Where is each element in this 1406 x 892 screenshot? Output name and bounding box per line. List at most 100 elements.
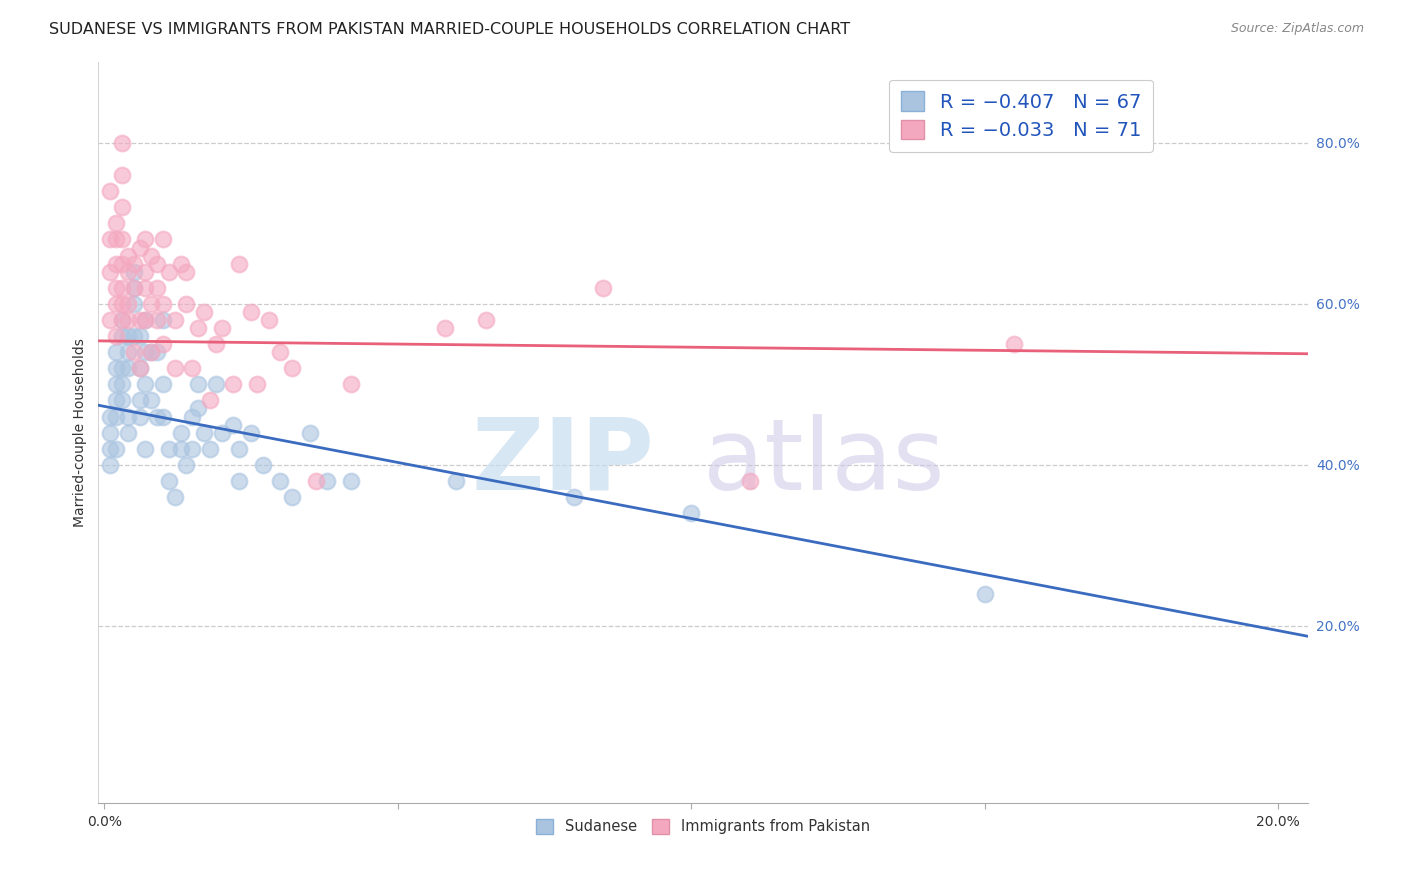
Point xyxy=(738,474,761,488)
Point xyxy=(117,329,139,343)
Point xyxy=(111,200,134,214)
Point xyxy=(105,329,128,343)
Point xyxy=(157,265,180,279)
Point xyxy=(134,345,156,359)
Point xyxy=(105,409,128,424)
Point xyxy=(122,265,145,279)
Point xyxy=(204,377,226,392)
Point xyxy=(105,216,128,230)
Point xyxy=(128,409,150,424)
Point xyxy=(257,313,280,327)
Point xyxy=(152,377,174,392)
Point xyxy=(111,313,134,327)
Point xyxy=(204,337,226,351)
Point xyxy=(111,361,134,376)
Point xyxy=(105,232,128,246)
Point xyxy=(198,442,221,456)
Point xyxy=(146,313,169,327)
Point xyxy=(228,474,250,488)
Point xyxy=(176,458,198,472)
Point xyxy=(134,377,156,392)
Point xyxy=(193,305,215,319)
Point xyxy=(152,313,174,327)
Text: SUDANESE VS IMMIGRANTS FROM PAKISTAN MARRIED-COUPLE HOUSEHOLDS CORRELATION CHART: SUDANESE VS IMMIGRANTS FROM PAKISTAN MAR… xyxy=(49,22,851,37)
Point xyxy=(187,401,209,416)
Point xyxy=(105,393,128,408)
Point xyxy=(141,393,163,408)
Point xyxy=(222,377,245,392)
Point xyxy=(98,458,121,472)
Point xyxy=(316,474,339,488)
Point xyxy=(128,240,150,254)
Point xyxy=(134,313,156,327)
Point xyxy=(433,321,456,335)
Point xyxy=(198,393,221,408)
Point xyxy=(117,249,139,263)
Point xyxy=(340,377,363,392)
Point xyxy=(187,377,209,392)
Point xyxy=(152,337,174,351)
Point xyxy=(157,442,180,456)
Point xyxy=(246,377,269,392)
Point xyxy=(105,257,128,271)
Point xyxy=(146,409,169,424)
Point xyxy=(973,586,995,600)
Point xyxy=(98,442,121,456)
Y-axis label: Married-couple Households: Married-couple Households xyxy=(73,338,87,527)
Point xyxy=(592,281,614,295)
Point xyxy=(141,249,163,263)
Point xyxy=(122,329,145,343)
Point xyxy=(269,474,291,488)
Point xyxy=(176,265,198,279)
Point xyxy=(222,417,245,432)
Point xyxy=(122,281,145,295)
Text: ZIP: ZIP xyxy=(472,414,655,511)
Point xyxy=(228,442,250,456)
Point xyxy=(1002,337,1025,351)
Point xyxy=(134,313,156,327)
Text: atlas: atlas xyxy=(703,414,945,511)
Point xyxy=(163,490,186,504)
Point xyxy=(117,265,139,279)
Point xyxy=(446,474,468,488)
Point xyxy=(111,257,134,271)
Point xyxy=(146,345,169,359)
Point xyxy=(128,393,150,408)
Point xyxy=(128,329,150,343)
Point xyxy=(475,313,498,327)
Point xyxy=(152,409,174,424)
Point xyxy=(134,442,156,456)
Point xyxy=(122,257,145,271)
Point xyxy=(122,281,145,295)
Point xyxy=(117,409,139,424)
Point xyxy=(169,425,191,440)
Point xyxy=(98,313,121,327)
Point xyxy=(340,474,363,488)
Point xyxy=(122,297,145,311)
Point xyxy=(117,425,139,440)
Point xyxy=(304,474,326,488)
Point xyxy=(111,313,134,327)
Point xyxy=(163,313,186,327)
Point xyxy=(228,257,250,271)
Point xyxy=(193,425,215,440)
Point xyxy=(105,345,128,359)
Point xyxy=(146,257,169,271)
Point xyxy=(117,361,139,376)
Point xyxy=(111,232,134,246)
Point xyxy=(252,458,274,472)
Point xyxy=(169,257,191,271)
Point xyxy=(111,281,134,295)
Legend: Sudanese, Immigrants from Pakistan: Sudanese, Immigrants from Pakistan xyxy=(530,813,876,840)
Point xyxy=(134,265,156,279)
Point xyxy=(105,281,128,295)
Point xyxy=(111,377,134,392)
Point xyxy=(134,281,156,295)
Point xyxy=(146,281,169,295)
Point xyxy=(240,425,263,440)
Point xyxy=(298,425,321,440)
Point xyxy=(163,361,186,376)
Point xyxy=(681,506,703,520)
Point xyxy=(187,321,209,335)
Point xyxy=(98,265,121,279)
